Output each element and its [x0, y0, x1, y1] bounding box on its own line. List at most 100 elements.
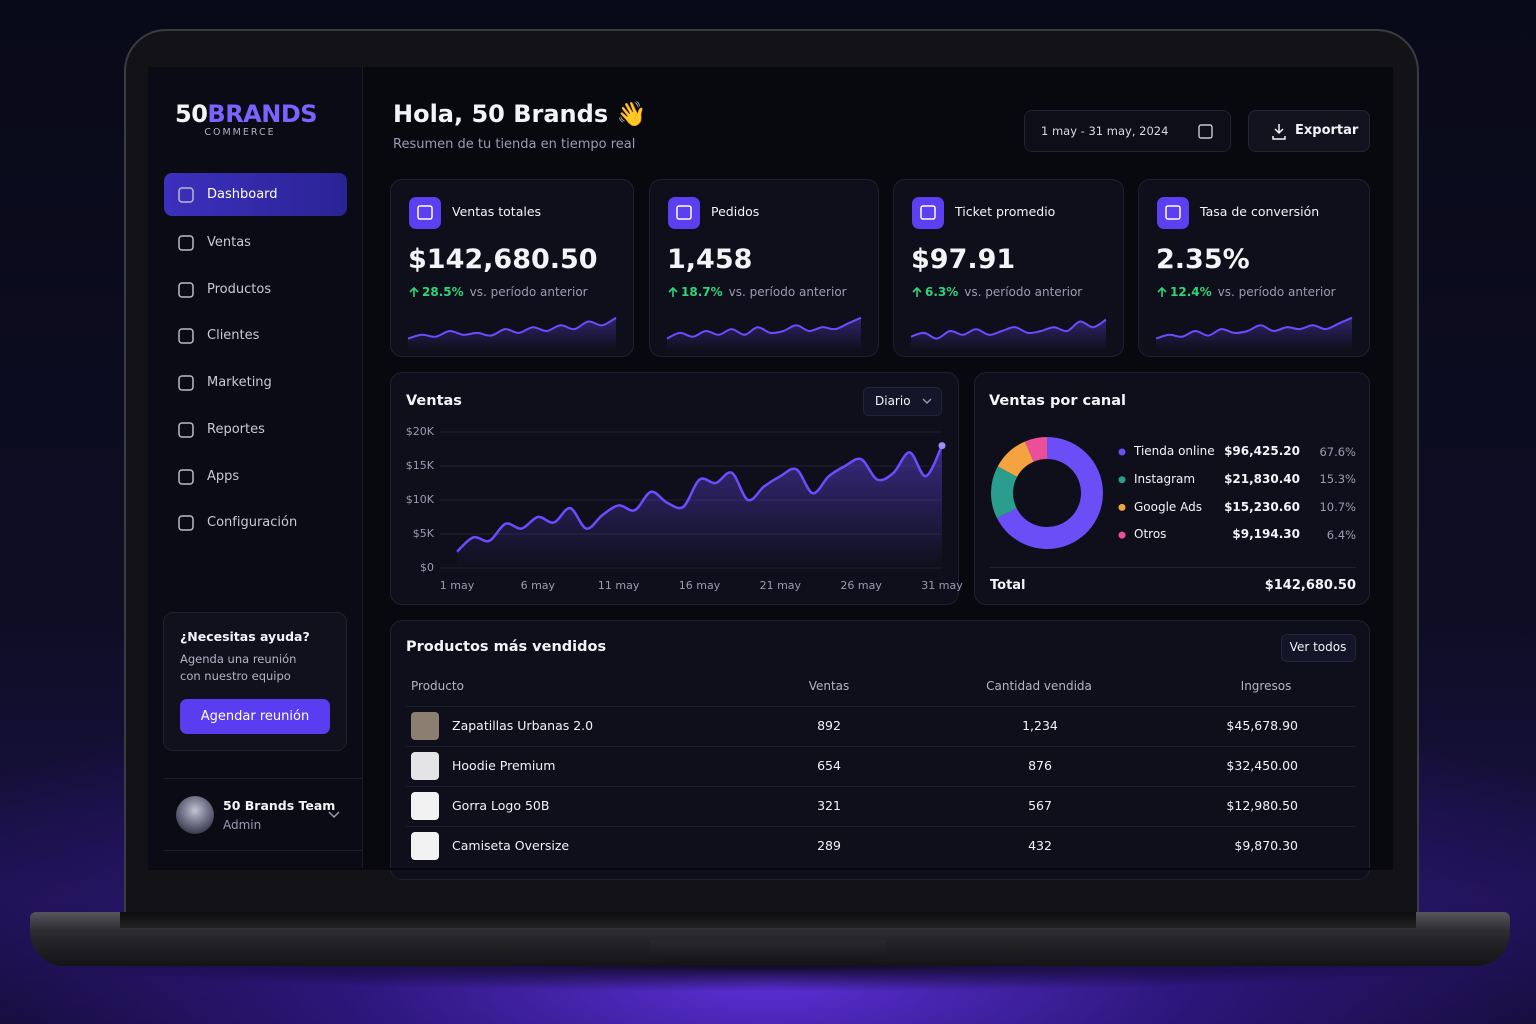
nav-item[interactable]: Productos [207, 281, 272, 297]
total-label: Total [990, 577, 1026, 593]
kpi-value: $142,680.50 [408, 244, 598, 276]
up-arrow-path [1157, 286, 1167, 297]
kpi-value: 1,458 [667, 244, 753, 276]
table-cell: Camiseta Oversize [452, 837, 570, 853]
divider [164, 850, 363, 851]
nav-item[interactable]: Clientes [207, 327, 260, 343]
kpi-value: 2.35% [1156, 244, 1250, 276]
table-cell: Gorra Logo 50B [452, 797, 550, 813]
product-thumbnail [411, 752, 439, 780]
kpi-note: vs. período anterior [1217, 285, 1336, 299]
column-header: Ingresos [1240, 679, 1292, 694]
view-all-label[interactable]: Ver todos [1289, 640, 1347, 655]
nav-item[interactable]: Reportes [207, 421, 265, 437]
total-value: $142,680.50 [1264, 577, 1356, 593]
legend-value: $96,425.20 [1224, 444, 1300, 459]
table-cell: 654 [817, 757, 841, 773]
table-cell: $45,678.90 [1226, 717, 1298, 733]
row-divider [406, 786, 1356, 787]
screen-bottom-mask [148, 868, 1393, 870]
table-cell: Hoodie Premium [452, 757, 556, 773]
table-cell: 892 [817, 717, 841, 733]
nav-item[interactable]: Apps [207, 468, 240, 484]
kpi-icon [668, 197, 700, 229]
help-button[interactable] [180, 699, 330, 734]
help-text: con nuestro equipo [180, 668, 291, 683]
kpi-label: Ventas totales [452, 203, 542, 219]
logo-lead: 50 [175, 100, 208, 128]
kpi-note: vs. período anterior [728, 285, 847, 299]
page-subtitle: Resumen de tu tienda en tiempo real [393, 136, 636, 152]
logo-tagline: COMMERCE [204, 126, 276, 138]
legend-value: $9,194.30 [1232, 527, 1300, 542]
table-title: Productos más vendidos [406, 638, 607, 655]
row-divider [406, 706, 1356, 707]
up-arrow-path [912, 286, 922, 297]
row-divider [406, 746, 1356, 747]
logo: 50BRANDS [175, 99, 318, 129]
kpi-change: 18.7% [681, 285, 723, 299]
legend-label: Instagram [1134, 471, 1196, 486]
nav-item[interactable]: Marketing [207, 374, 272, 390]
kpi-change: 6.3% [925, 285, 959, 299]
period-label[interactable]: Diario [875, 394, 911, 409]
kpi-value: $97.91 [911, 244, 1016, 276]
legend-value: $15,230.60 [1224, 499, 1300, 514]
logo-accent: BRANDS [207, 100, 318, 128]
page-title: Hola, 50 Brands 👋 [393, 100, 647, 129]
kpi-change-row: 18.7% vs. período anterior [667, 284, 847, 300]
kpi-change-row: 6.3% vs. período anterior [911, 284, 1082, 300]
product-thumbnail [411, 712, 439, 740]
avatar [176, 796, 214, 834]
up-arrow [668, 286, 678, 297]
table-cell: $12,980.50 [1226, 797, 1298, 813]
date-picker[interactable] [1024, 110, 1231, 152]
kpi-icon [1157, 197, 1189, 229]
nav-item[interactable]: Dashboard [207, 186, 278, 202]
legend-value: $21,830.40 [1224, 471, 1300, 486]
divider [989, 567, 1356, 568]
column-header: Ventas [808, 679, 850, 694]
help-button-label: Agendar reunión [200, 708, 310, 724]
nav-active[interactable] [164, 173, 347, 216]
table-cell: 567 [1028, 797, 1052, 813]
export-button[interactable] [1248, 110, 1370, 152]
user-name: 50 Brands Team [223, 797, 336, 813]
table-cell: Zapatillas Urbanas 2.0 [452, 717, 594, 733]
kpi-icon [912, 197, 944, 229]
nav-item[interactable]: Ventas [207, 234, 251, 250]
legend-share: 10.7% [1319, 499, 1356, 514]
legend-label: Google Ads [1134, 499, 1202, 514]
legend-share: 6.4% [1326, 527, 1356, 542]
help-title: ¿Necesitas ayuda? [180, 628, 310, 644]
kpi-change: 28.5% [422, 285, 464, 299]
table-cell: $32,450.00 [1226, 757, 1298, 773]
kpi-label: Ticket promedio [955, 203, 1056, 219]
kpi-change: 12.4% [1170, 285, 1212, 299]
kpi-change-row: 28.5% vs. período anterior [408, 284, 588, 300]
up-arrow-path [668, 286, 678, 297]
legend-label: Otros [1134, 527, 1167, 542]
up-arrow [912, 286, 922, 297]
table-cell: 1,234 [1022, 717, 1058, 733]
date-range: 1 may - 31 may, 2024 [1041, 123, 1169, 138]
product-thumbnail [411, 792, 439, 820]
keyboard-edge [120, 912, 1416, 928]
product-thumbnail [411, 832, 439, 860]
table-cell: 432 [1028, 837, 1052, 853]
legend-label: Tienda online [1134, 444, 1215, 459]
user-role: Admin [223, 818, 262, 833]
kpi-change-row: 12.4% vs. período anterior [1156, 284, 1336, 300]
help-text: Agenda una reunión [180, 651, 297, 666]
row-divider [406, 826, 1356, 827]
nav-item[interactable]: Configuración [207, 514, 298, 530]
table-cell: 321 [817, 797, 841, 813]
column-header: Cantidad vendida [986, 679, 1092, 694]
kpi-label: Tasa de conversión [1200, 203, 1320, 219]
view-all-button[interactable] [1281, 634, 1356, 662]
up-arrow [409, 286, 419, 297]
table-cell: $9,870.30 [1234, 837, 1298, 853]
divider [164, 778, 363, 779]
